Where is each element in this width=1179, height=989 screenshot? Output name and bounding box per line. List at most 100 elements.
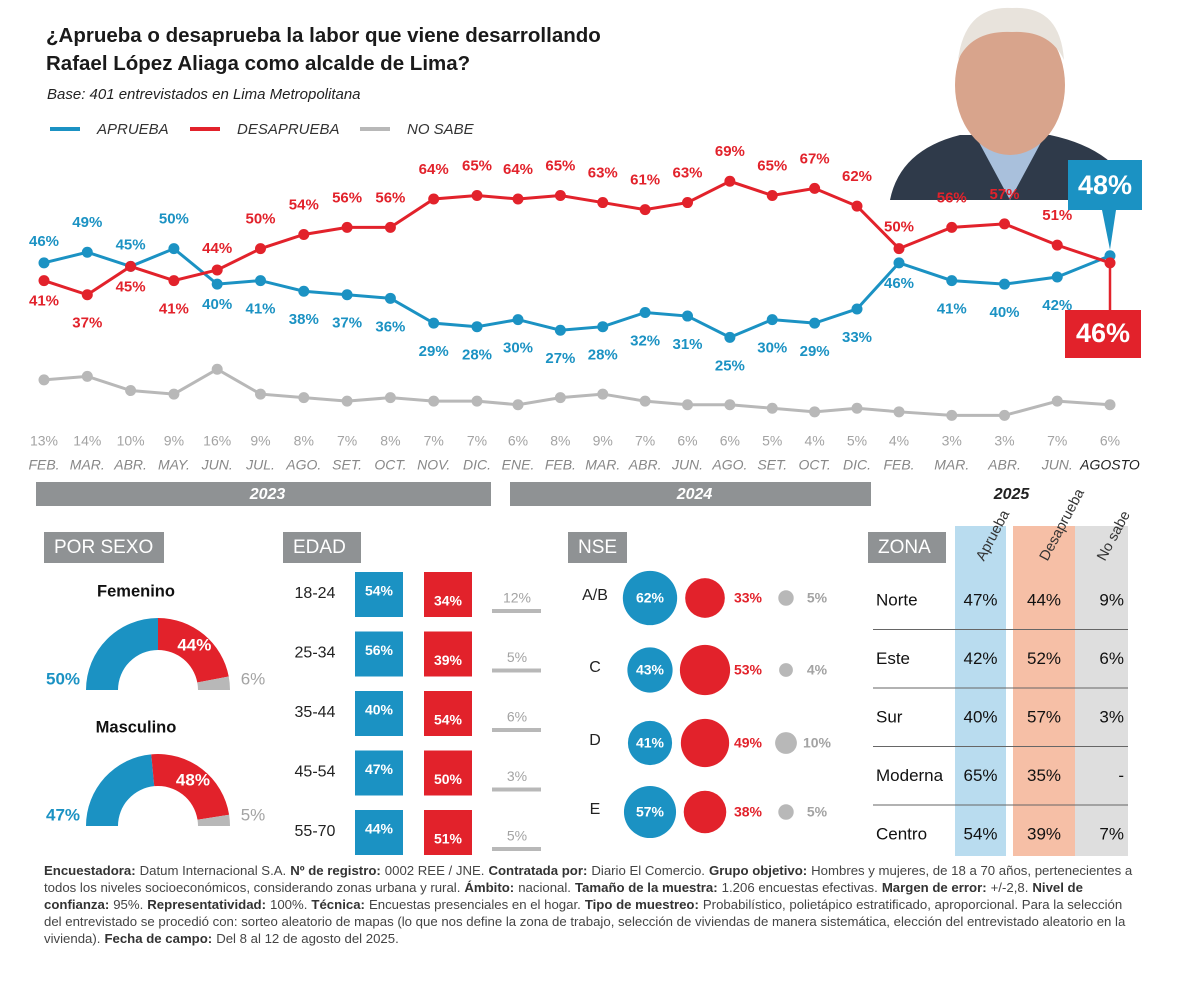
column-band xyxy=(1013,526,1075,856)
value-label: 63% xyxy=(672,165,702,182)
value-label: 6% xyxy=(720,433,740,449)
bubble xyxy=(680,718,730,768)
table-cell: 44% xyxy=(1027,590,1061,609)
legend-label: NO SABE xyxy=(407,121,475,138)
value-label: 6% xyxy=(241,669,266,688)
value-label: 6% xyxy=(507,709,527,725)
value-label: 61% xyxy=(630,172,660,189)
data-point xyxy=(341,221,353,233)
value-label: 29% xyxy=(800,343,830,360)
x-tick-label: FEB. xyxy=(28,457,59,473)
value-label: 12% xyxy=(503,590,531,606)
footer-text: nacional. xyxy=(518,880,571,895)
value-label: 62% xyxy=(636,590,665,606)
section-header xyxy=(283,532,361,563)
x-tick-label: ABR. xyxy=(987,457,1021,473)
value-label: 44% xyxy=(365,821,394,837)
section-title: EDAD xyxy=(293,537,346,558)
value-label: 40% xyxy=(989,304,1019,321)
value-label: 41% xyxy=(937,301,967,318)
data-point xyxy=(428,395,440,407)
value-label: 9% xyxy=(164,433,184,449)
donut-segment xyxy=(86,754,155,826)
x-tick-label: AGO. xyxy=(711,457,747,473)
x-tick-label: FEB. xyxy=(883,457,914,473)
value-label: 50% xyxy=(245,211,275,228)
footer-label: Ámbito: xyxy=(464,880,515,895)
table-cell: 9% xyxy=(1099,590,1124,609)
footer-label: Representatividad: xyxy=(147,897,267,912)
data-point xyxy=(851,303,863,315)
value-label: 46% xyxy=(884,275,914,292)
data-point xyxy=(682,310,693,322)
legend-label: DESAPRUEBA xyxy=(237,121,340,138)
value-label: 69% xyxy=(715,143,745,160)
x-tick-label: OCT. xyxy=(799,457,831,473)
section-title: ZONA xyxy=(878,537,931,558)
footer-label: Tamaño de la muestra: xyxy=(574,880,718,895)
value-label: 7% xyxy=(337,433,357,449)
data-point xyxy=(512,193,524,205)
value-label: 64% xyxy=(503,161,533,178)
data-point xyxy=(893,406,905,418)
data-point xyxy=(999,278,1010,290)
value-label: 40% xyxy=(365,702,394,718)
footer-text: 100%. xyxy=(270,897,308,912)
value-label: 27% xyxy=(545,350,575,367)
value-label: 56% xyxy=(375,189,405,206)
value-label: 63% xyxy=(588,165,618,182)
section-header xyxy=(44,532,164,563)
x-tick-label: DIC. xyxy=(463,457,491,473)
x-tick-label: SET. xyxy=(757,457,787,473)
value-label: 4% xyxy=(805,433,825,449)
donut-segment xyxy=(197,676,230,690)
value-label: 49% xyxy=(734,735,763,751)
data-point xyxy=(255,275,266,287)
donut-segment xyxy=(197,814,230,826)
value-box xyxy=(355,691,403,736)
table-cell: - xyxy=(1118,766,1124,785)
x-tick-label: JUN. xyxy=(201,457,233,473)
x-tick-label: AGOSTO xyxy=(1079,457,1140,473)
value-label: 32% xyxy=(630,332,660,349)
footer-text: +/-2,8. xyxy=(990,880,1029,895)
value-label: 5% xyxy=(241,805,266,824)
value-label: 54% xyxy=(365,583,394,599)
category-label: 45-54 xyxy=(295,764,336,781)
value-label: 39% xyxy=(434,652,463,668)
bubble xyxy=(627,647,673,693)
row-label: Sur xyxy=(876,707,903,726)
x-tick-label: ABR. xyxy=(113,457,147,473)
x-tick-label: FEB. xyxy=(545,457,576,473)
chart-subtitle: Base: 401 entrevistados en Lima Metropol… xyxy=(47,86,361,103)
value-label: 50% xyxy=(434,771,463,787)
value-label: 13% xyxy=(30,433,58,449)
callout-box xyxy=(1068,160,1142,210)
x-tick-label: JUN. xyxy=(1041,457,1073,473)
data-point xyxy=(211,278,223,290)
footer-label: Margen de error: xyxy=(881,880,987,895)
value-label: 8% xyxy=(550,433,570,449)
data-point xyxy=(682,197,693,209)
value-label: 28% xyxy=(588,347,618,364)
data-point xyxy=(512,399,524,411)
data-point xyxy=(999,218,1010,230)
data-point xyxy=(81,246,93,258)
x-tick-label: ENE. xyxy=(502,457,535,473)
category-label: A/B xyxy=(582,587,608,604)
data-point xyxy=(38,257,50,269)
data-point xyxy=(893,243,905,255)
data-point xyxy=(809,406,821,418)
value-label: 41% xyxy=(636,735,665,751)
value-label: 49% xyxy=(72,214,102,231)
value-label: 65% xyxy=(462,157,492,174)
category-label: 55-70 xyxy=(295,823,336,840)
data-point xyxy=(999,409,1010,421)
category-label: D xyxy=(589,732,601,749)
value-label: 53% xyxy=(734,662,763,678)
footer-text: Del 8 al 12 de agosto del 2025. xyxy=(216,931,399,946)
value-label: 37% xyxy=(72,315,102,332)
category-label: E xyxy=(590,801,601,818)
series-line xyxy=(43,246,1111,339)
